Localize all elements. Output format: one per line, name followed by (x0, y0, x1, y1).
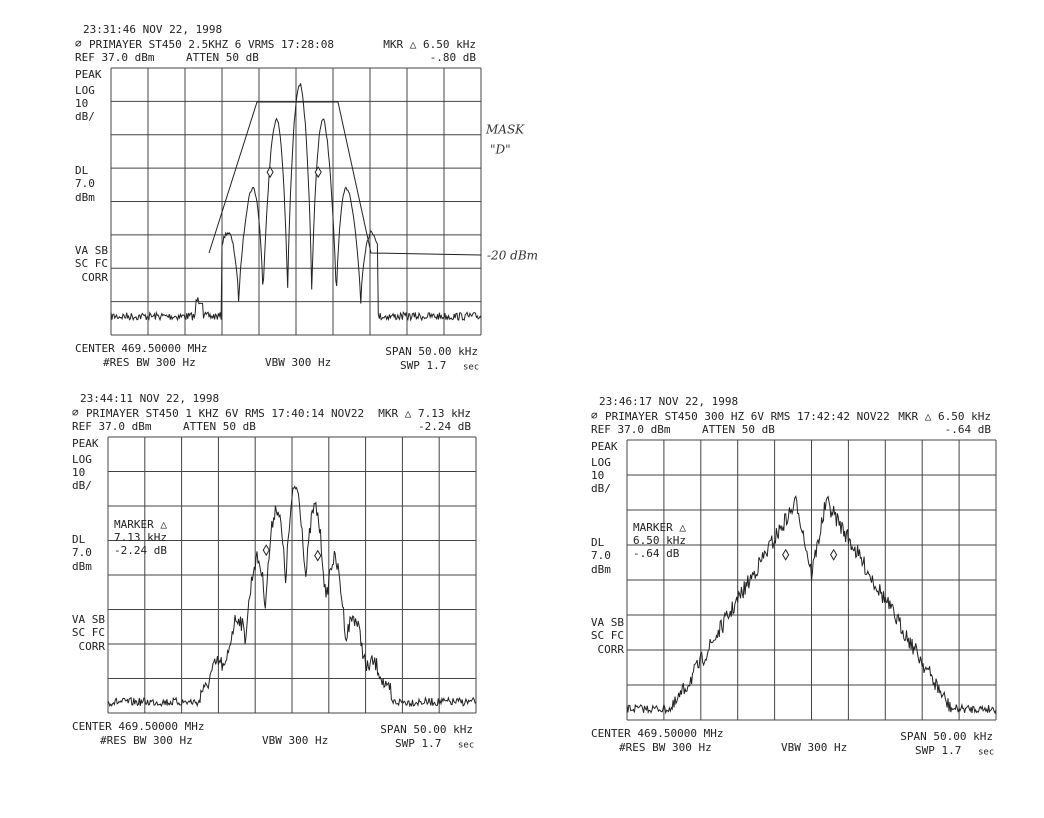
marker-level: -2.24 dB (418, 420, 471, 433)
span: SPAN 50.00 kHz (385, 345, 478, 358)
marker-diamond (782, 548, 790, 561)
center-frequency: CENTER 469.50000 MHz (72, 720, 204, 733)
marker-box-delta: 6.50 kHz (633, 534, 686, 547)
side-label: 7.0 (72, 546, 92, 559)
sweep-time: SWP 1.7 (395, 737, 441, 750)
resolution-bandwidth: #RES BW 300 Hz (103, 356, 196, 369)
instrument-header: PRIMAYER ST450 2.5KHZ 6 VRMS 17:28:08 (89, 38, 334, 51)
center-frequency: CENTER 469.50000 MHz (75, 342, 207, 355)
marker-diamond (314, 166, 322, 179)
timestamp: 23:46:17 NOV 22, 1998 (599, 395, 738, 408)
spectrum-trace (626, 495, 997, 715)
side-label: CORR (79, 640, 106, 653)
reference-level: REF 37.0 dBm (75, 51, 155, 64)
attenuation: ATTEN 50 dB (186, 51, 259, 64)
side-label: dBm (75, 191, 95, 204)
marker-diamond (266, 166, 274, 179)
sweep-unit: sec (463, 363, 479, 373)
side-label: 10 (75, 97, 88, 110)
spectrum-trace (110, 83, 482, 322)
side-label: VA SB (591, 616, 624, 629)
marker-level: -.80 dB (430, 51, 477, 64)
side-label: 7.0 (591, 549, 611, 562)
attenuation: ATTEN 50 dB (702, 423, 775, 436)
spectral-mask (208, 101, 482, 256)
side-label: dB/ (75, 110, 95, 123)
video-bandwidth: VBW 300 Hz (265, 356, 331, 369)
side-label: VA SB (75, 244, 108, 257)
span: SPAN 50.00 kHz (900, 730, 993, 743)
side-label: LOG (72, 453, 92, 466)
side-label: 10 (591, 469, 604, 482)
marker-readout: MKR △ 7.13 kHz (378, 407, 471, 420)
hp-logo: ⌀ (72, 406, 79, 419)
side-label: SC FC (591, 629, 624, 642)
side-label: dBm (591, 563, 611, 576)
side-label: 7.0 (75, 177, 95, 190)
marker-box-title: MARKER △ (633, 521, 686, 534)
sweep-unit: sec (458, 741, 474, 751)
side-label: SC FC (75, 257, 108, 270)
side-label: dB/ (591, 482, 611, 495)
attenuation: ATTEN 50 dB (183, 420, 256, 433)
marker-readout: MKR △ 6.50 kHz (898, 410, 991, 423)
side-label: 10 (72, 466, 85, 479)
reference-level: REF 37.0 dBm (591, 423, 671, 436)
sweep-time: SWP 1.7 (915, 744, 961, 757)
side-label: LOG (75, 84, 95, 97)
side-label: DL (72, 533, 86, 546)
marker-box-level: -2.24 dB (114, 544, 167, 557)
video-bandwidth: VBW 300 Hz (781, 741, 847, 754)
side-label: PEAK (72, 437, 99, 450)
side-label: LOG (591, 456, 611, 469)
video-bandwidth: VBW 300 Hz (262, 734, 328, 747)
sweep-time: SWP 1.7 (400, 359, 446, 372)
instrument-header: PRIMAYER ST450 300 HZ 6V RMS 17:42:42 NO… (605, 410, 890, 423)
side-label: DL (591, 536, 605, 549)
mask-id-annotation: "D" (490, 143, 511, 157)
hp-logo: ⌀ (591, 409, 598, 422)
marker-diamond (314, 549, 322, 562)
marker-box-title: MARKER △ (114, 518, 167, 531)
marker-diamond (830, 548, 838, 561)
marker-diamond (262, 544, 270, 557)
timestamp: 23:31:46 NOV 22, 1998 (83, 23, 222, 36)
level-annotation: -20 dBm (487, 249, 538, 263)
resolution-bandwidth: #RES BW 300 Hz (619, 741, 712, 754)
center-frequency: CENTER 469.50000 MHz (591, 727, 723, 740)
side-label: SC FC (72, 626, 105, 639)
resolution-bandwidth: #RES BW 300 Hz (100, 734, 193, 747)
instrument-header: PRIMAYER ST450 1 KHZ 6V RMS 17:40:14 NOV… (86, 407, 364, 420)
mask-annotation: MASK (485, 123, 525, 137)
hp-logo: ⌀ (75, 37, 82, 50)
side-label: dBm (72, 560, 92, 573)
timestamp: 23:44:11 NOV 22, 1998 (80, 392, 219, 405)
span: SPAN 50.00 kHz (380, 723, 473, 736)
side-label: CORR (82, 271, 109, 284)
marker-box-level: -.64 dB (633, 547, 680, 560)
side-label: dB/ (72, 479, 92, 492)
reference-level: REF 37.0 dBm (72, 420, 152, 433)
side-label: PEAK (75, 68, 102, 81)
side-label: CORR (598, 643, 625, 656)
marker-box-delta: 7.13 kHz (114, 531, 167, 544)
sweep-unit: sec (978, 748, 994, 758)
side-label: DL (75, 164, 89, 177)
side-label: PEAK (591, 440, 618, 453)
marker-readout: MKR △ 6.50 kHz (383, 38, 476, 51)
spectrum-trace (107, 485, 477, 708)
side-label: VA SB (72, 613, 105, 626)
marker-level: -.64 dB (945, 423, 992, 436)
